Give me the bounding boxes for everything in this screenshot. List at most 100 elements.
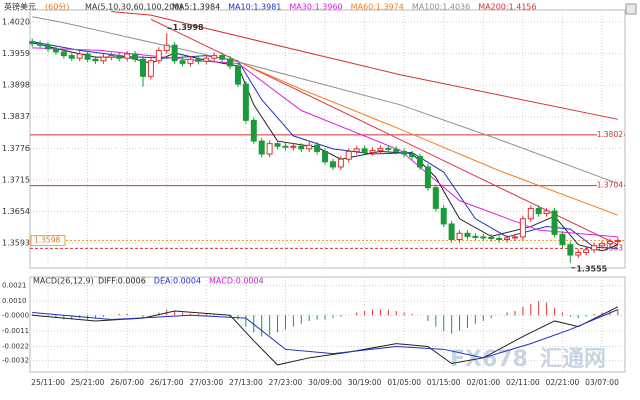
candle-body xyxy=(139,58,146,77)
y-tick-label: 1.3959 xyxy=(2,49,30,58)
candle-body xyxy=(559,233,566,246)
candle-body xyxy=(409,153,416,158)
x-tick-label: 02/11:00 xyxy=(506,378,540,387)
candle-body xyxy=(171,44,178,62)
y-tick-label: -0.0032 xyxy=(2,357,29,365)
candle-body xyxy=(472,235,479,238)
candle-body xyxy=(52,48,59,53)
candle-body xyxy=(480,236,487,239)
settings-icon[interactable] xyxy=(625,3,637,15)
x-tick-label: 27/23:00 xyxy=(269,378,303,387)
y-tick-label: 0.0021 xyxy=(2,282,27,290)
annotation: 1.3555 xyxy=(576,264,607,273)
y-tick-label: 1.3654 xyxy=(2,207,30,216)
x-tick-label: 25/11:00 xyxy=(31,378,65,387)
candle-body xyxy=(124,53,131,59)
candle-body xyxy=(583,249,590,253)
y-tick-label: 1.3837 xyxy=(2,112,30,121)
candle-body xyxy=(60,51,67,57)
candle-body xyxy=(496,237,503,241)
annotation: 1.3998 xyxy=(173,23,204,32)
candle-body xyxy=(242,83,249,121)
y-tick-label: -0.0000 xyxy=(2,311,29,319)
candle-body xyxy=(227,58,234,67)
y-tick-label: -0.0022 xyxy=(2,342,29,350)
candle-body xyxy=(535,207,542,215)
candle-body xyxy=(258,140,265,155)
candle-body xyxy=(504,237,511,241)
last-price-box xyxy=(30,235,66,247)
candle-body xyxy=(29,41,36,45)
candle-body xyxy=(298,145,305,150)
legend-entry: MA10:1.3981 xyxy=(228,3,281,12)
candle-body xyxy=(432,187,439,209)
candle-body xyxy=(377,147,384,151)
candle-body xyxy=(519,218,526,238)
candle-body xyxy=(163,44,170,51)
candle-body xyxy=(606,241,613,245)
x-tick-label: 30/19:00 xyxy=(348,378,382,387)
level-label-box xyxy=(597,129,624,140)
legend-entry: MA60:1.3974 xyxy=(351,3,404,12)
y-tick-label: 1.3776 xyxy=(2,144,30,153)
candle-body xyxy=(551,210,558,235)
x-tick-label: 27/13:00 xyxy=(229,378,263,387)
x-tick-label: 01/15:00 xyxy=(427,378,461,387)
candle-body xyxy=(37,43,44,46)
candle-body xyxy=(274,143,281,147)
legend-entry: MA5:1.3984 xyxy=(172,3,220,12)
candle-body xyxy=(329,161,336,168)
x-tick-label: 25/21:00 xyxy=(71,378,105,387)
candle-body xyxy=(424,166,431,189)
candle-body xyxy=(179,60,186,64)
level-label: 1.3704 xyxy=(597,181,623,190)
chart-title: 英镑美元 xyxy=(4,2,36,12)
legend-entry: MA100:1.4036 xyxy=(412,3,470,12)
candle-body xyxy=(322,150,329,163)
candle-body xyxy=(84,53,91,60)
x-tick-label: 02/01:00 xyxy=(466,378,500,387)
indicator: MA(5,10,30,60,100,200) xyxy=(85,3,183,12)
candle-body xyxy=(116,55,123,59)
candle-body xyxy=(567,244,574,256)
candle-body xyxy=(211,55,218,59)
ma-line xyxy=(32,42,619,252)
candle-body xyxy=(456,232,463,241)
x-tick-label: 01/05:00 xyxy=(387,378,421,387)
candle-body xyxy=(416,156,423,168)
x-tick-label: 27/03:00 xyxy=(189,378,223,387)
candle-body xyxy=(440,207,447,225)
candle-body xyxy=(132,53,139,60)
candle-body xyxy=(203,57,210,62)
y-tick-label: 1.3593 xyxy=(2,239,30,248)
candle-body xyxy=(401,150,408,155)
x-tick-label: 26/07:00 xyxy=(110,378,144,387)
candle-body xyxy=(290,145,297,148)
candle-body xyxy=(599,243,606,247)
last-price-label: 1.3598 xyxy=(34,236,60,245)
candle-body xyxy=(488,236,495,239)
y-tick-label: -0.0011 xyxy=(2,327,29,335)
macd-line xyxy=(32,309,619,359)
candle-body xyxy=(234,65,241,85)
candle-body xyxy=(155,49,162,62)
candle-body xyxy=(575,251,582,256)
candle-body xyxy=(591,245,598,251)
candle-body xyxy=(369,149,376,153)
candle-body xyxy=(353,148,360,152)
watermark: 汇通网 xyxy=(540,347,606,372)
candle-body xyxy=(68,55,75,59)
candle-body xyxy=(45,44,52,50)
candle-body xyxy=(527,207,534,220)
x-tick-label: 26/17:00 xyxy=(150,378,184,387)
candle-body xyxy=(393,148,400,152)
candle-body xyxy=(282,145,289,148)
candle-body xyxy=(195,58,202,62)
candle-body xyxy=(385,147,392,150)
candle-body xyxy=(345,150,352,160)
candle-body xyxy=(250,119,257,142)
candle-body xyxy=(511,236,518,239)
candle-body xyxy=(76,53,83,59)
